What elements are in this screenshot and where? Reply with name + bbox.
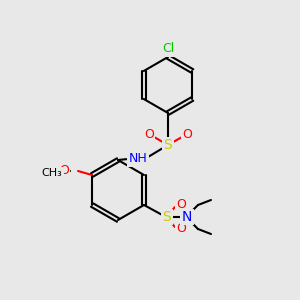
Text: CH₃: CH₃ <box>42 168 62 178</box>
Text: O: O <box>176 199 186 212</box>
Text: NH: NH <box>129 152 147 166</box>
Text: N: N <box>182 210 192 224</box>
Text: S: S <box>164 138 172 152</box>
Text: S: S <box>163 210 171 224</box>
Text: Cl: Cl <box>162 43 174 56</box>
Text: O: O <box>176 223 186 236</box>
Text: O: O <box>182 128 192 140</box>
Text: O: O <box>59 164 69 176</box>
Text: O: O <box>144 128 154 140</box>
